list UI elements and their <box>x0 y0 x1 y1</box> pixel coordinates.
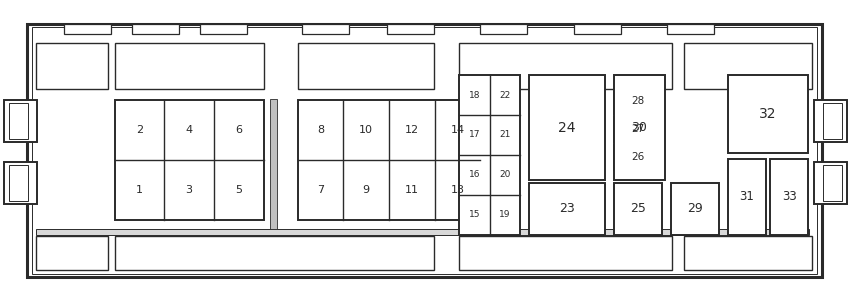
Text: 15: 15 <box>468 210 480 219</box>
Bar <box>684 43 812 88</box>
Bar <box>298 43 434 88</box>
Bar <box>459 75 520 235</box>
Bar <box>728 75 808 153</box>
Bar <box>459 236 672 270</box>
Bar <box>32 27 817 274</box>
Bar <box>387 24 434 34</box>
Text: 27: 27 <box>632 124 644 134</box>
Bar <box>115 100 264 220</box>
Bar <box>36 236 108 270</box>
Text: 14: 14 <box>450 125 464 135</box>
Bar <box>4 162 37 204</box>
Bar <box>667 24 714 34</box>
Bar <box>614 88 662 114</box>
Text: 18: 18 <box>468 91 480 100</box>
Text: 29: 29 <box>687 202 703 215</box>
Text: 25: 25 <box>630 202 646 215</box>
Text: 23: 23 <box>559 202 575 215</box>
Bar <box>270 99 277 229</box>
Text: 5: 5 <box>235 185 242 195</box>
Text: 17: 17 <box>468 130 480 140</box>
Text: 12: 12 <box>405 125 419 135</box>
Bar <box>614 145 662 170</box>
Text: 8: 8 <box>317 125 324 135</box>
Bar <box>671 183 719 235</box>
Bar <box>574 24 620 34</box>
Bar <box>814 162 847 204</box>
Bar <box>115 236 434 270</box>
Text: 26: 26 <box>632 152 644 162</box>
Bar <box>614 183 662 235</box>
Text: 24: 24 <box>558 121 575 135</box>
Text: 10: 10 <box>359 125 373 135</box>
Text: 32: 32 <box>759 107 777 121</box>
Text: 3: 3 <box>185 185 193 195</box>
Text: 13: 13 <box>450 185 464 195</box>
Bar <box>4 100 37 142</box>
Bar <box>27 24 822 277</box>
Bar <box>8 165 28 201</box>
Text: 4: 4 <box>185 125 193 135</box>
Bar <box>728 159 766 235</box>
Bar <box>614 75 665 180</box>
Bar <box>298 100 480 220</box>
Bar <box>823 165 842 201</box>
Text: 28: 28 <box>632 96 644 106</box>
Text: 9: 9 <box>362 185 370 195</box>
Bar <box>459 43 672 88</box>
Bar <box>770 159 808 235</box>
Text: 31: 31 <box>740 190 754 204</box>
Text: 21: 21 <box>499 130 511 140</box>
Text: 1: 1 <box>136 185 143 195</box>
Bar <box>684 236 812 270</box>
Bar <box>64 24 110 34</box>
Text: 19: 19 <box>499 210 511 219</box>
Bar <box>115 43 264 88</box>
Bar <box>480 24 527 34</box>
Bar <box>422 119 448 137</box>
Text: 22: 22 <box>499 91 511 100</box>
Text: 30: 30 <box>632 121 647 134</box>
Text: 6: 6 <box>235 125 242 135</box>
Bar <box>36 229 809 235</box>
Text: 7: 7 <box>317 185 324 195</box>
Bar <box>529 75 605 180</box>
Bar <box>36 43 108 88</box>
Bar <box>8 103 28 139</box>
Bar <box>302 24 348 34</box>
Text: 11: 11 <box>405 185 419 195</box>
Bar <box>200 24 246 34</box>
Text: 33: 33 <box>782 190 796 204</box>
Bar <box>814 100 847 142</box>
Text: 20: 20 <box>499 170 511 179</box>
Text: 2: 2 <box>136 125 143 135</box>
Bar <box>529 183 605 235</box>
Bar <box>614 117 662 142</box>
Bar <box>823 103 842 139</box>
Bar <box>132 24 178 34</box>
Text: 16: 16 <box>468 170 480 179</box>
Bar <box>422 171 448 189</box>
